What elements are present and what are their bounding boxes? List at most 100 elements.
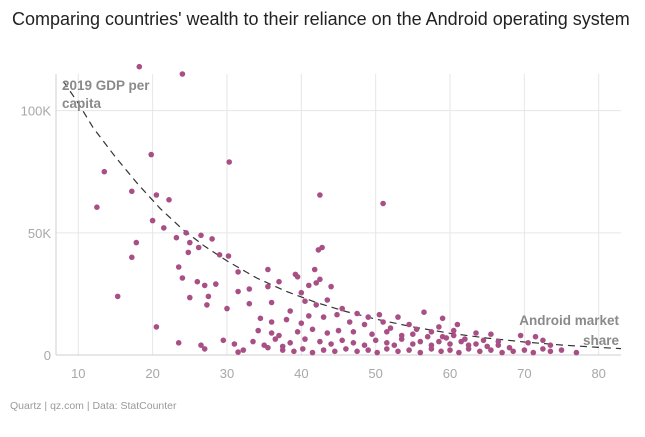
data-point [148, 151, 154, 158]
x-tick-label: 30 [220, 366, 234, 381]
data-point [398, 336, 405, 342]
data-point [361, 321, 368, 328]
data-point [101, 168, 108, 175]
data-point [257, 315, 264, 322]
data-point [421, 309, 427, 316]
data-point [354, 348, 360, 355]
data-point [204, 302, 210, 308]
data-point [517, 332, 524, 339]
data-point [306, 282, 312, 289]
data-point [235, 288, 241, 295]
axis-ticks: 10 20 30 40 50 60 70 80 0 50K 100K [21, 104, 606, 381]
data-point [328, 341, 334, 347]
x-tick-label: 40 [294, 366, 308, 381]
data-point [276, 278, 282, 285]
data-point [439, 333, 446, 340]
data-point [309, 349, 316, 356]
data-point [175, 264, 182, 270]
data-point [194, 278, 201, 285]
data-point [240, 347, 247, 353]
data-point [384, 346, 390, 352]
data-point [387, 325, 394, 331]
data-point [216, 252, 223, 258]
data-point [439, 315, 446, 322]
x-tick-label: 80 [591, 366, 605, 381]
data-point [473, 330, 479, 336]
data-point [291, 348, 297, 355]
x-axis-annotation-line1: Android market [519, 313, 619, 328]
data-point [458, 338, 465, 345]
data-point [438, 348, 444, 355]
data-point [532, 333, 539, 340]
data-point [129, 254, 135, 261]
data-point [395, 348, 401, 355]
data-point [380, 319, 386, 325]
data-point [311, 266, 318, 273]
data-point [365, 347, 372, 353]
data-point [246, 300, 253, 307]
data-point [302, 298, 308, 305]
data-point [268, 299, 275, 306]
data-point [530, 349, 537, 356]
data-point [328, 283, 334, 290]
data-point [161, 225, 167, 231]
x-axis-annotation-line2: share [583, 333, 620, 348]
data-point [506, 344, 513, 351]
data-point [315, 247, 322, 253]
data-point [265, 266, 271, 273]
data-point [179, 275, 186, 281]
data-point [179, 71, 186, 77]
data-point [231, 341, 238, 347]
data-point [294, 329, 301, 335]
data-point [324, 297, 331, 303]
data-point [488, 331, 494, 338]
y-tick-label: 50K [28, 226, 51, 241]
data-point [235, 269, 241, 275]
data-point [521, 347, 528, 353]
data-point [324, 330, 331, 336]
data-point [183, 230, 189, 236]
chart-title: Comparing countries' wealth to their rel… [12, 9, 630, 29]
data-point [250, 338, 256, 345]
data-point [133, 239, 140, 246]
data-point [540, 346, 546, 352]
data-point [424, 333, 431, 340]
data-point [317, 192, 323, 198]
data-point [94, 204, 100, 210]
data-point [558, 347, 565, 353]
data-point [153, 192, 160, 198]
x-tick-label: 20 [145, 366, 159, 381]
data-point [361, 342, 368, 349]
x-tick-label: 10 [71, 366, 85, 381]
data-point [343, 346, 349, 352]
trendline-layer [62, 80, 622, 350]
data-point [428, 346, 435, 352]
data-point [354, 310, 360, 317]
data-point [428, 329, 435, 335]
data-point [205, 293, 212, 300]
y-tick-label: 0 [44, 348, 51, 363]
data-point [268, 330, 275, 336]
data-point [480, 337, 487, 344]
data-point [317, 338, 323, 345]
data-point [187, 239, 193, 246]
data-point [406, 347, 412, 353]
data-point [224, 305, 230, 312]
x-tick-label: 50 [368, 366, 382, 381]
data-point [309, 326, 316, 333]
y-axis-annotation-line1: 2019 GDP per [62, 78, 150, 93]
data-point [365, 314, 372, 320]
data-point [313, 302, 320, 308]
data-point [384, 340, 390, 346]
data-point [302, 336, 308, 342]
data-point [198, 342, 204, 349]
data-point [279, 347, 286, 353]
data-point [320, 347, 327, 353]
data-point [417, 349, 424, 356]
data-point [187, 294, 193, 301]
data-point [114, 293, 121, 300]
y-axis-annotation-line2: capita [62, 96, 102, 111]
data-point [201, 346, 208, 352]
y-tick-label: 100K [21, 104, 52, 119]
data-point [185, 249, 192, 256]
